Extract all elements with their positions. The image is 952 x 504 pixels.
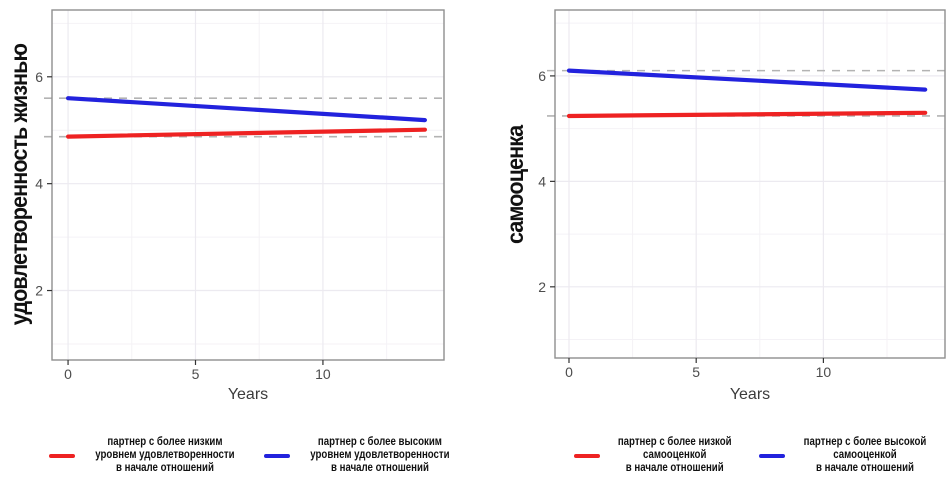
legend-swatch-blue	[264, 453, 290, 458]
y-tick-label: 6	[35, 69, 43, 85]
panel-border	[554, 9, 946, 359]
legend-label: партнер с более высоким уровнем удовлетв…	[310, 436, 450, 474]
series-line	[66, 96, 427, 123]
legend-swatch-blue	[758, 453, 785, 458]
x-axis-title: Years	[729, 386, 771, 403]
y-tick-label: 4	[35, 176, 43, 192]
legend-item: партнер с более низкой самооценкой в нач…	[574, 436, 742, 475]
y-tick-label: 4	[538, 173, 546, 189]
x-tick-label: 0	[64, 366, 72, 382]
panel-border	[51, 9, 445, 361]
x-tick-label: 5	[692, 364, 700, 380]
chart-self-esteem: самооценка 0 5 10 2 4 6 Years партнер с более…	[476, 0, 952, 504]
legend-swatch-red	[49, 453, 76, 458]
series-line	[566, 68, 928, 92]
plot-area: 0 5 10 2 4 6	[538, 9, 949, 380]
y-tick-label: 6	[538, 68, 546, 84]
legend-label: партнер с более низким уровнем удовлетво…	[95, 436, 235, 474]
y-tick-label: 2	[35, 283, 43, 299]
legend-item: партнер с более высокой самооценкой в на…	[758, 436, 938, 475]
x-tick-label: 10	[816, 364, 832, 380]
series-line	[66, 127, 427, 139]
legend-swatch-red	[574, 453, 601, 458]
y-tick-label: 2	[538, 279, 546, 295]
plot-area: 0 5 10 2 4 6	[35, 9, 448, 382]
legend: партнер с более низким уровнем удовлетво…	[18, 436, 494, 475]
legend-item: партнер с более низким уровнем удовлетво…	[49, 436, 248, 475]
x-tick-label: 10	[315, 366, 331, 382]
x-tick-label: 0	[565, 364, 573, 380]
series-line	[566, 110, 928, 119]
legend-label: партнер с более низкой самооценкой в нач…	[618, 436, 732, 474]
legend: партнер с более низкой самооценкой в нач…	[518, 436, 952, 475]
legend-item: партнер с более высоким уровнем удовлетв…	[264, 436, 463, 475]
chart-life-satisfaction: удовлетворенность жизнью 0 5 10 2 4 6 Years п…	[6, 9, 450, 474]
x-axis-title: Years	[227, 386, 269, 403]
legend-label: партнер с более высокой самооценкой в на…	[803, 436, 927, 474]
x-tick-label: 5	[192, 366, 200, 382]
